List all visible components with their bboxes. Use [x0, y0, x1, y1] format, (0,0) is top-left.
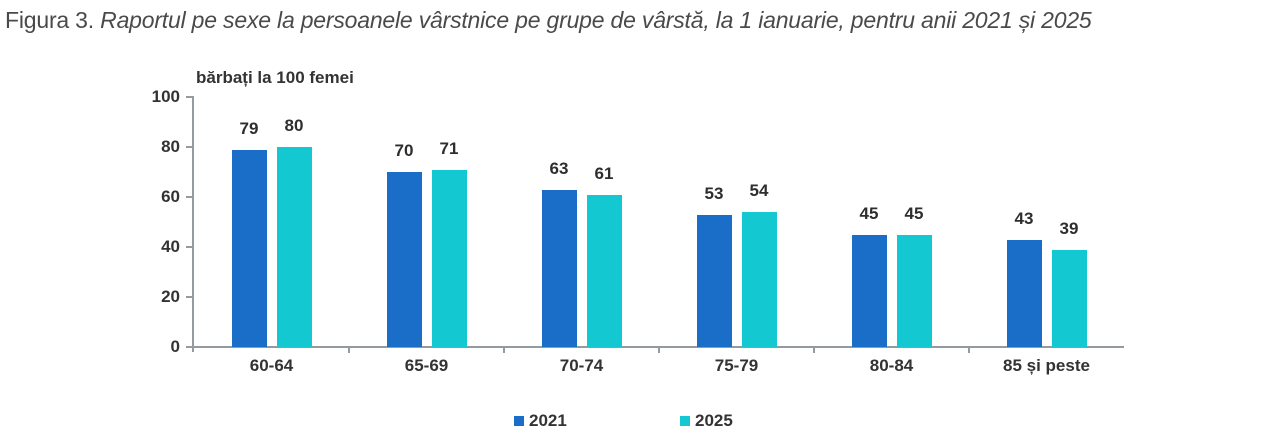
- y-axis-tick: [186, 196, 194, 198]
- bar-value-label: 43: [1014, 208, 1034, 228]
- legend-label-2021: 2021: [529, 411, 567, 430]
- y-axis-tick-label: 40: [161, 237, 180, 256]
- bar-value-label: 70: [394, 141, 414, 160]
- x-axis-tick: [503, 347, 505, 353]
- bar-2021-75-79: [696, 214, 732, 347]
- y-axis-tick: [186, 146, 194, 148]
- bar-2025-80-84: [896, 234, 932, 347]
- x-axis-category-label: 60-64: [249, 356, 294, 375]
- bar-2025-65-69: [431, 169, 467, 347]
- x-axis-category-label: 80-84: [869, 356, 914, 375]
- y-axis-tick-label: 60: [161, 187, 180, 206]
- bar-value-label: 45: [859, 203, 879, 223]
- y-axis-tick-label: 80: [161, 137, 180, 156]
- bar-value-label: 45: [904, 203, 924, 223]
- x-axis-tick: [813, 347, 815, 353]
- y-axis-unit-label: bărbați la 100 femei: [196, 68, 354, 87]
- bar-value-label: 53: [704, 183, 724, 203]
- y-axis-tick-label: 100: [151, 87, 180, 106]
- y-axis-tick: [186, 246, 194, 248]
- legend-label-2025: 2025: [695, 411, 733, 430]
- figure-title-prefix: Figura 3.: [5, 7, 101, 33]
- chart-legend: 2021 2025: [0, 409, 1280, 433]
- legend-item-2021: 2021: [514, 409, 567, 433]
- bar-2021-80-84: [851, 234, 887, 347]
- x-axis-tick: [348, 347, 350, 353]
- x-axis-tick: [968, 347, 970, 353]
- bar-2021-60-64: [231, 149, 267, 347]
- bar-2025-85-i-peste: [1051, 249, 1087, 347]
- bar-value-label: 79: [239, 118, 259, 138]
- figure-title: Figura 3. Raportul pe sexe la persoanele…: [5, 7, 1277, 34]
- bar-2021-65-69: [386, 172, 422, 347]
- bar-2025-70-74: [586, 194, 622, 347]
- bar-2021-70-74: [541, 189, 577, 347]
- bar-value-label: 39: [1059, 218, 1079, 238]
- bar-value-label: 80: [284, 116, 304, 135]
- x-axis-tick: [658, 347, 660, 353]
- x-axis-category-label: 70-74: [559, 356, 604, 375]
- bar-2025-60-64: [276, 147, 312, 347]
- y-axis-tick: [186, 296, 194, 298]
- y-axis-tick-label: 20: [161, 287, 180, 306]
- legend-swatch-2025: [680, 416, 690, 426]
- bar-value-label: 71: [439, 138, 459, 158]
- legend-swatch-2021: [514, 416, 524, 426]
- bar-value-label: 61: [594, 163, 614, 183]
- y-axis-tick: [186, 96, 194, 98]
- bar-2025-75-79: [741, 212, 777, 347]
- y-axis-tick: [186, 346, 194, 348]
- x-axis-category-label: 85 și peste: [1003, 356, 1090, 375]
- bar-2021-85-i-peste: [1006, 239, 1042, 347]
- y-axis-tick-label: 0: [170, 337, 180, 356]
- bar-value-label: 54: [749, 181, 769, 200]
- x-axis-category-label: 65-69: [404, 356, 449, 375]
- y-axis-line: [192, 97, 194, 352]
- x-axis-category-label: 75-79: [714, 356, 759, 375]
- bar-value-label: 63: [549, 158, 569, 178]
- legend-item-2025: 2025: [680, 409, 733, 433]
- figure-title-main: Raportul pe sexe la persoanele vârstnice…: [100, 7, 1092, 33]
